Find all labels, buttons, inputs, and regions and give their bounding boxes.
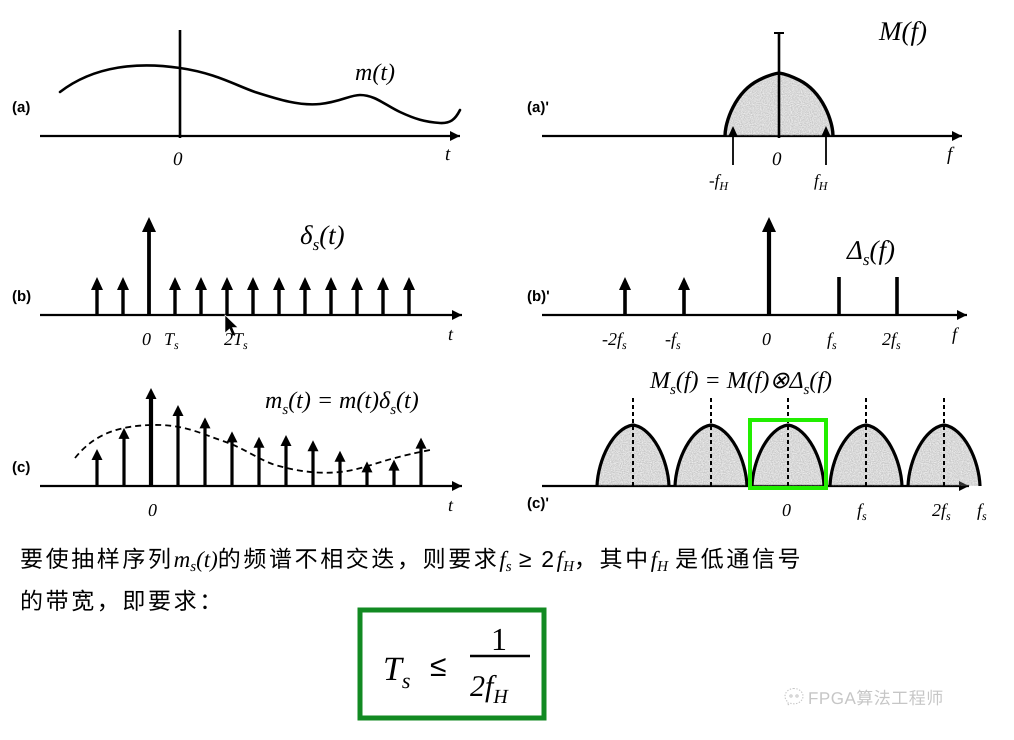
svg-text:fH: fH: [814, 171, 829, 193]
svg-text:(a): (a): [12, 99, 30, 116]
svg-text:0: 0: [772, 149, 782, 170]
svg-text:t: t: [448, 495, 454, 515]
svg-text:m(t): m(t): [355, 60, 395, 86]
svg-text:Ts: Ts: [164, 329, 179, 352]
svg-text:0: 0: [142, 329, 151, 349]
svg-text:-fH: -fH: [709, 171, 729, 193]
svg-text:ms(t) = m(t)δs(t): ms(t) = m(t)δs(t): [265, 388, 419, 418]
svg-text:-2fs: -2fs: [602, 329, 627, 352]
svg-text:(a)': (a)': [527, 99, 549, 116]
svg-text:-fs: -fs: [665, 329, 681, 352]
svg-text:fs: fs: [827, 329, 837, 352]
svg-text:Δs(f): Δs(f): [846, 235, 895, 269]
svg-text:(c)': (c)': [527, 495, 549, 512]
svg-text:0: 0: [762, 329, 771, 349]
svg-text:t: t: [448, 324, 454, 344]
svg-text:2Ts: 2Ts: [224, 329, 248, 352]
svg-text:≤: ≤: [430, 650, 446, 683]
svg-text:f: f: [947, 144, 955, 165]
svg-text:0: 0: [148, 500, 157, 520]
svg-text:(c): (c): [12, 459, 30, 476]
svg-text:2fs: 2fs: [932, 500, 951, 523]
svg-text:fs: fs: [857, 500, 867, 523]
svg-text:2fs: 2fs: [882, 329, 901, 352]
svg-text:fs: fs: [977, 500, 987, 523]
svg-text:(b): (b): [12, 288, 31, 305]
svg-text:f: f: [952, 324, 960, 344]
svg-text:M(f): M(f): [878, 16, 927, 46]
svg-text:(b)': (b)': [527, 288, 550, 305]
svg-text:δs(t): δs(t): [300, 220, 345, 254]
svg-text:0: 0: [782, 500, 791, 520]
svg-text:1: 1: [491, 621, 507, 657]
svg-text:t: t: [445, 144, 451, 165]
svg-text:Ms(f) = M(f)⊗Δs(f): Ms(f) = M(f)⊗Δs(f): [649, 368, 832, 398]
svg-text:0: 0: [173, 149, 183, 170]
